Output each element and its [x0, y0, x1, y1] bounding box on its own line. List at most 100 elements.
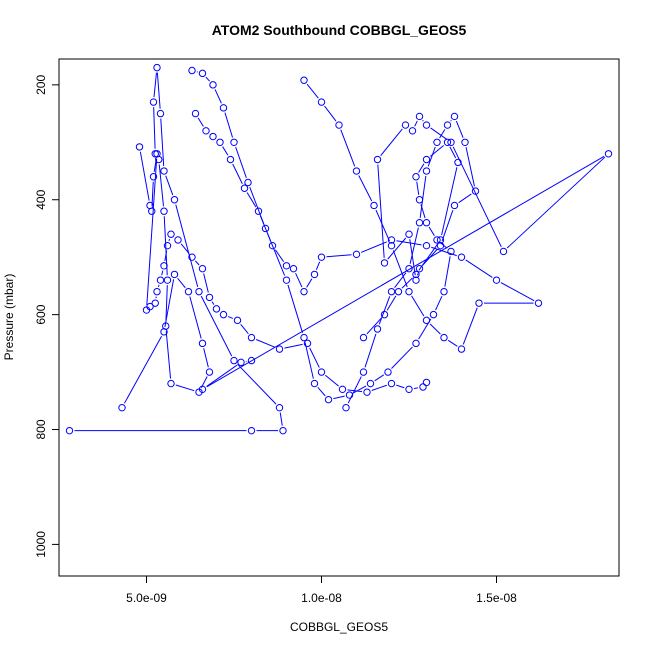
data-point	[422, 219, 431, 227]
series-line	[441, 210, 454, 242]
data-point	[300, 76, 308, 84]
series-line	[165, 285, 168, 322]
series-line	[416, 181, 420, 195]
series-line	[227, 316, 234, 319]
series-line	[197, 117, 204, 127]
data-point	[212, 305, 221, 313]
data-point	[412, 339, 420, 348]
data-point	[240, 184, 249, 192]
data-point	[65, 426, 74, 435]
data-point	[310, 379, 319, 388]
data-point	[174, 236, 182, 244]
series-line	[211, 301, 215, 305]
series-line	[386, 295, 397, 311]
data-point	[118, 403, 126, 412]
data-point	[268, 241, 277, 250]
series-line	[200, 295, 233, 357]
data-point	[160, 207, 168, 215]
series-line	[391, 346, 413, 369]
data-point	[534, 299, 543, 307]
data-point	[205, 293, 214, 302]
data-point	[443, 138, 452, 146]
data-point	[450, 112, 459, 121]
series-line	[153, 158, 157, 172]
series-line	[409, 227, 419, 264]
series-line	[333, 395, 345, 400]
series-line	[450, 120, 452, 122]
data-point	[429, 310, 438, 319]
series-line	[214, 89, 222, 104]
data-point	[380, 310, 389, 319]
data-point	[247, 356, 256, 365]
series-line	[440, 242, 448, 249]
series-line	[295, 273, 303, 288]
data-point	[170, 270, 179, 279]
data-point	[422, 241, 431, 250]
series-line	[401, 277, 413, 289]
data-point	[394, 287, 403, 296]
data-point	[279, 426, 287, 435]
data-point	[156, 109, 165, 118]
data-point	[188, 66, 196, 75]
data-point	[352, 167, 361, 175]
data-point	[345, 391, 354, 399]
series-line	[340, 129, 356, 167]
data-point	[247, 426, 256, 435]
data-point	[359, 368, 368, 376]
data-point	[209, 81, 217, 89]
series-line	[324, 105, 337, 122]
data-point	[300, 333, 308, 342]
series-line	[462, 307, 478, 345]
data-point	[289, 264, 298, 273]
data-point	[412, 270, 420, 279]
data-point	[447, 247, 455, 256]
series-line	[455, 120, 464, 138]
data-point	[167, 379, 175, 388]
series-line	[375, 209, 390, 242]
series-line	[240, 323, 249, 335]
series-line	[249, 187, 265, 224]
plot-area	[65, 63, 613, 435]
data-point	[317, 98, 326, 106]
data-point	[492, 276, 501, 284]
data-point	[146, 302, 154, 311]
series-layer	[65, 63, 613, 435]
data-point	[419, 383, 427, 391]
data-point	[135, 143, 144, 151]
data-point	[188, 253, 196, 261]
series-line	[206, 155, 605, 388]
series-line	[206, 364, 238, 387]
series-line	[195, 260, 200, 266]
series-line	[160, 118, 165, 167]
chart-title: ATOM2 Southbound COBBGL_GEOS5	[212, 22, 467, 38]
data-point	[149, 173, 158, 181]
data-point	[247, 333, 256, 342]
series-line	[364, 333, 377, 368]
series-line	[309, 347, 320, 368]
series-line	[151, 181, 154, 207]
data-point	[384, 368, 392, 376]
y-axis-label: Pressure (mbar)	[2, 274, 16, 361]
data-point	[422, 167, 431, 175]
series-line	[325, 374, 339, 387]
series-line	[444, 256, 451, 287]
series-line	[380, 128, 403, 156]
data-point	[226, 155, 235, 164]
data-point	[440, 333, 448, 342]
series-line	[506, 156, 606, 249]
series-line	[411, 295, 425, 317]
data-point	[310, 270, 319, 279]
series-line	[164, 279, 175, 328]
data-point	[359, 333, 368, 342]
data-point	[433, 138, 441, 146]
x-axis: 5.0e-09 1.0e-08 1.5e-08	[126, 576, 517, 605]
series-line	[394, 272, 407, 288]
series-line	[161, 270, 164, 276]
series-line	[414, 120, 418, 127]
data-point	[153, 150, 161, 158]
plot-frame	[58, 58, 620, 577]
data-point	[163, 241, 172, 250]
series-line	[418, 243, 439, 271]
data-point	[275, 403, 284, 412]
data-point	[457, 253, 466, 261]
